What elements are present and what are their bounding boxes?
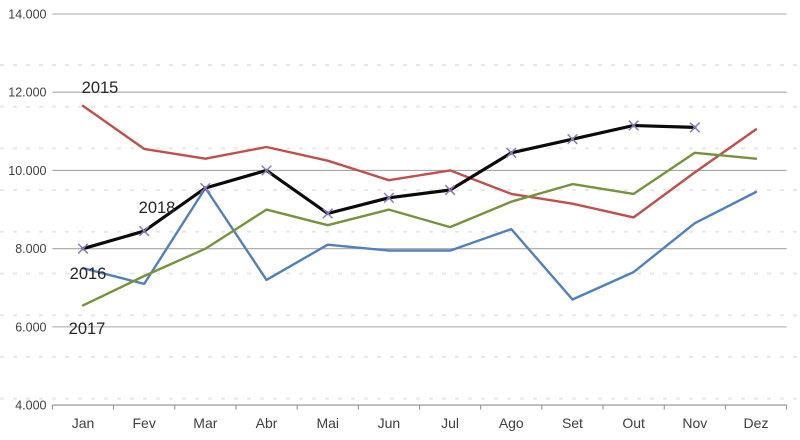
x-axis-label: Abr <box>256 415 278 431</box>
x-axis-label: Nov <box>682 415 707 431</box>
series-line-2016 <box>81 186 758 301</box>
y-axis-label: 4.000 <box>15 399 46 413</box>
x-marker <box>261 165 272 176</box>
y-axis-label: 8.000 <box>15 242 46 256</box>
x-axis-label: Ago <box>499 415 524 431</box>
x-marker <box>505 147 517 159</box>
series-annotations: 2015 2018 2016 2017 <box>69 79 176 338</box>
x-axis-label: Set <box>562 415 583 431</box>
x-axis-label: Jul <box>441 415 459 431</box>
series-line-2015 <box>81 104 758 219</box>
x-marker <box>383 192 395 204</box>
series-markers-2018 <box>77 120 701 254</box>
y-axis-label: 6.000 <box>15 320 46 334</box>
x-marker <box>322 208 334 219</box>
y-axis-label: 14.000 <box>8 8 46 22</box>
x-axis-label: Jan <box>72 415 95 431</box>
x-axis-label: Jun <box>378 415 401 431</box>
x-axis-label: Fev <box>133 415 156 431</box>
x-axis-label: Mar <box>193 415 217 431</box>
x-marker <box>200 182 211 194</box>
x-marker <box>689 122 701 133</box>
x-axis-labels: Jan Fev Mar Abr Mai Jun Jul Ago Set Out Nov Dez <box>72 415 769 431</box>
series-label-2015: 2015 <box>82 79 119 97</box>
x-marker <box>444 184 456 196</box>
x-marker <box>628 120 639 131</box>
x-axis-label: Dez <box>744 415 769 431</box>
x-axis-label: Out <box>622 415 645 431</box>
series-label-2018: 2018 <box>139 199 176 217</box>
x-marker <box>77 243 89 254</box>
series-label-2016: 2016 <box>70 265 107 283</box>
x-marker <box>138 225 150 237</box>
x-axis-ticks <box>51 405 788 410</box>
x-marker <box>567 133 578 145</box>
series-label-2017: 2017 <box>69 320 106 338</box>
y-axis-label: 10.000 <box>8 164 46 178</box>
series-line-2018 <box>81 123 697 251</box>
y-axis-labels: 4.000 6.000 8.000 10.000 12.000 14.000 <box>8 8 46 413</box>
x-axis-label: Mai <box>316 415 339 431</box>
series-line-2017 <box>81 151 758 307</box>
y-axis-label: 12.000 <box>8 86 46 100</box>
series-lines <box>77 104 758 307</box>
minor-gridlines <box>0 64 800 400</box>
